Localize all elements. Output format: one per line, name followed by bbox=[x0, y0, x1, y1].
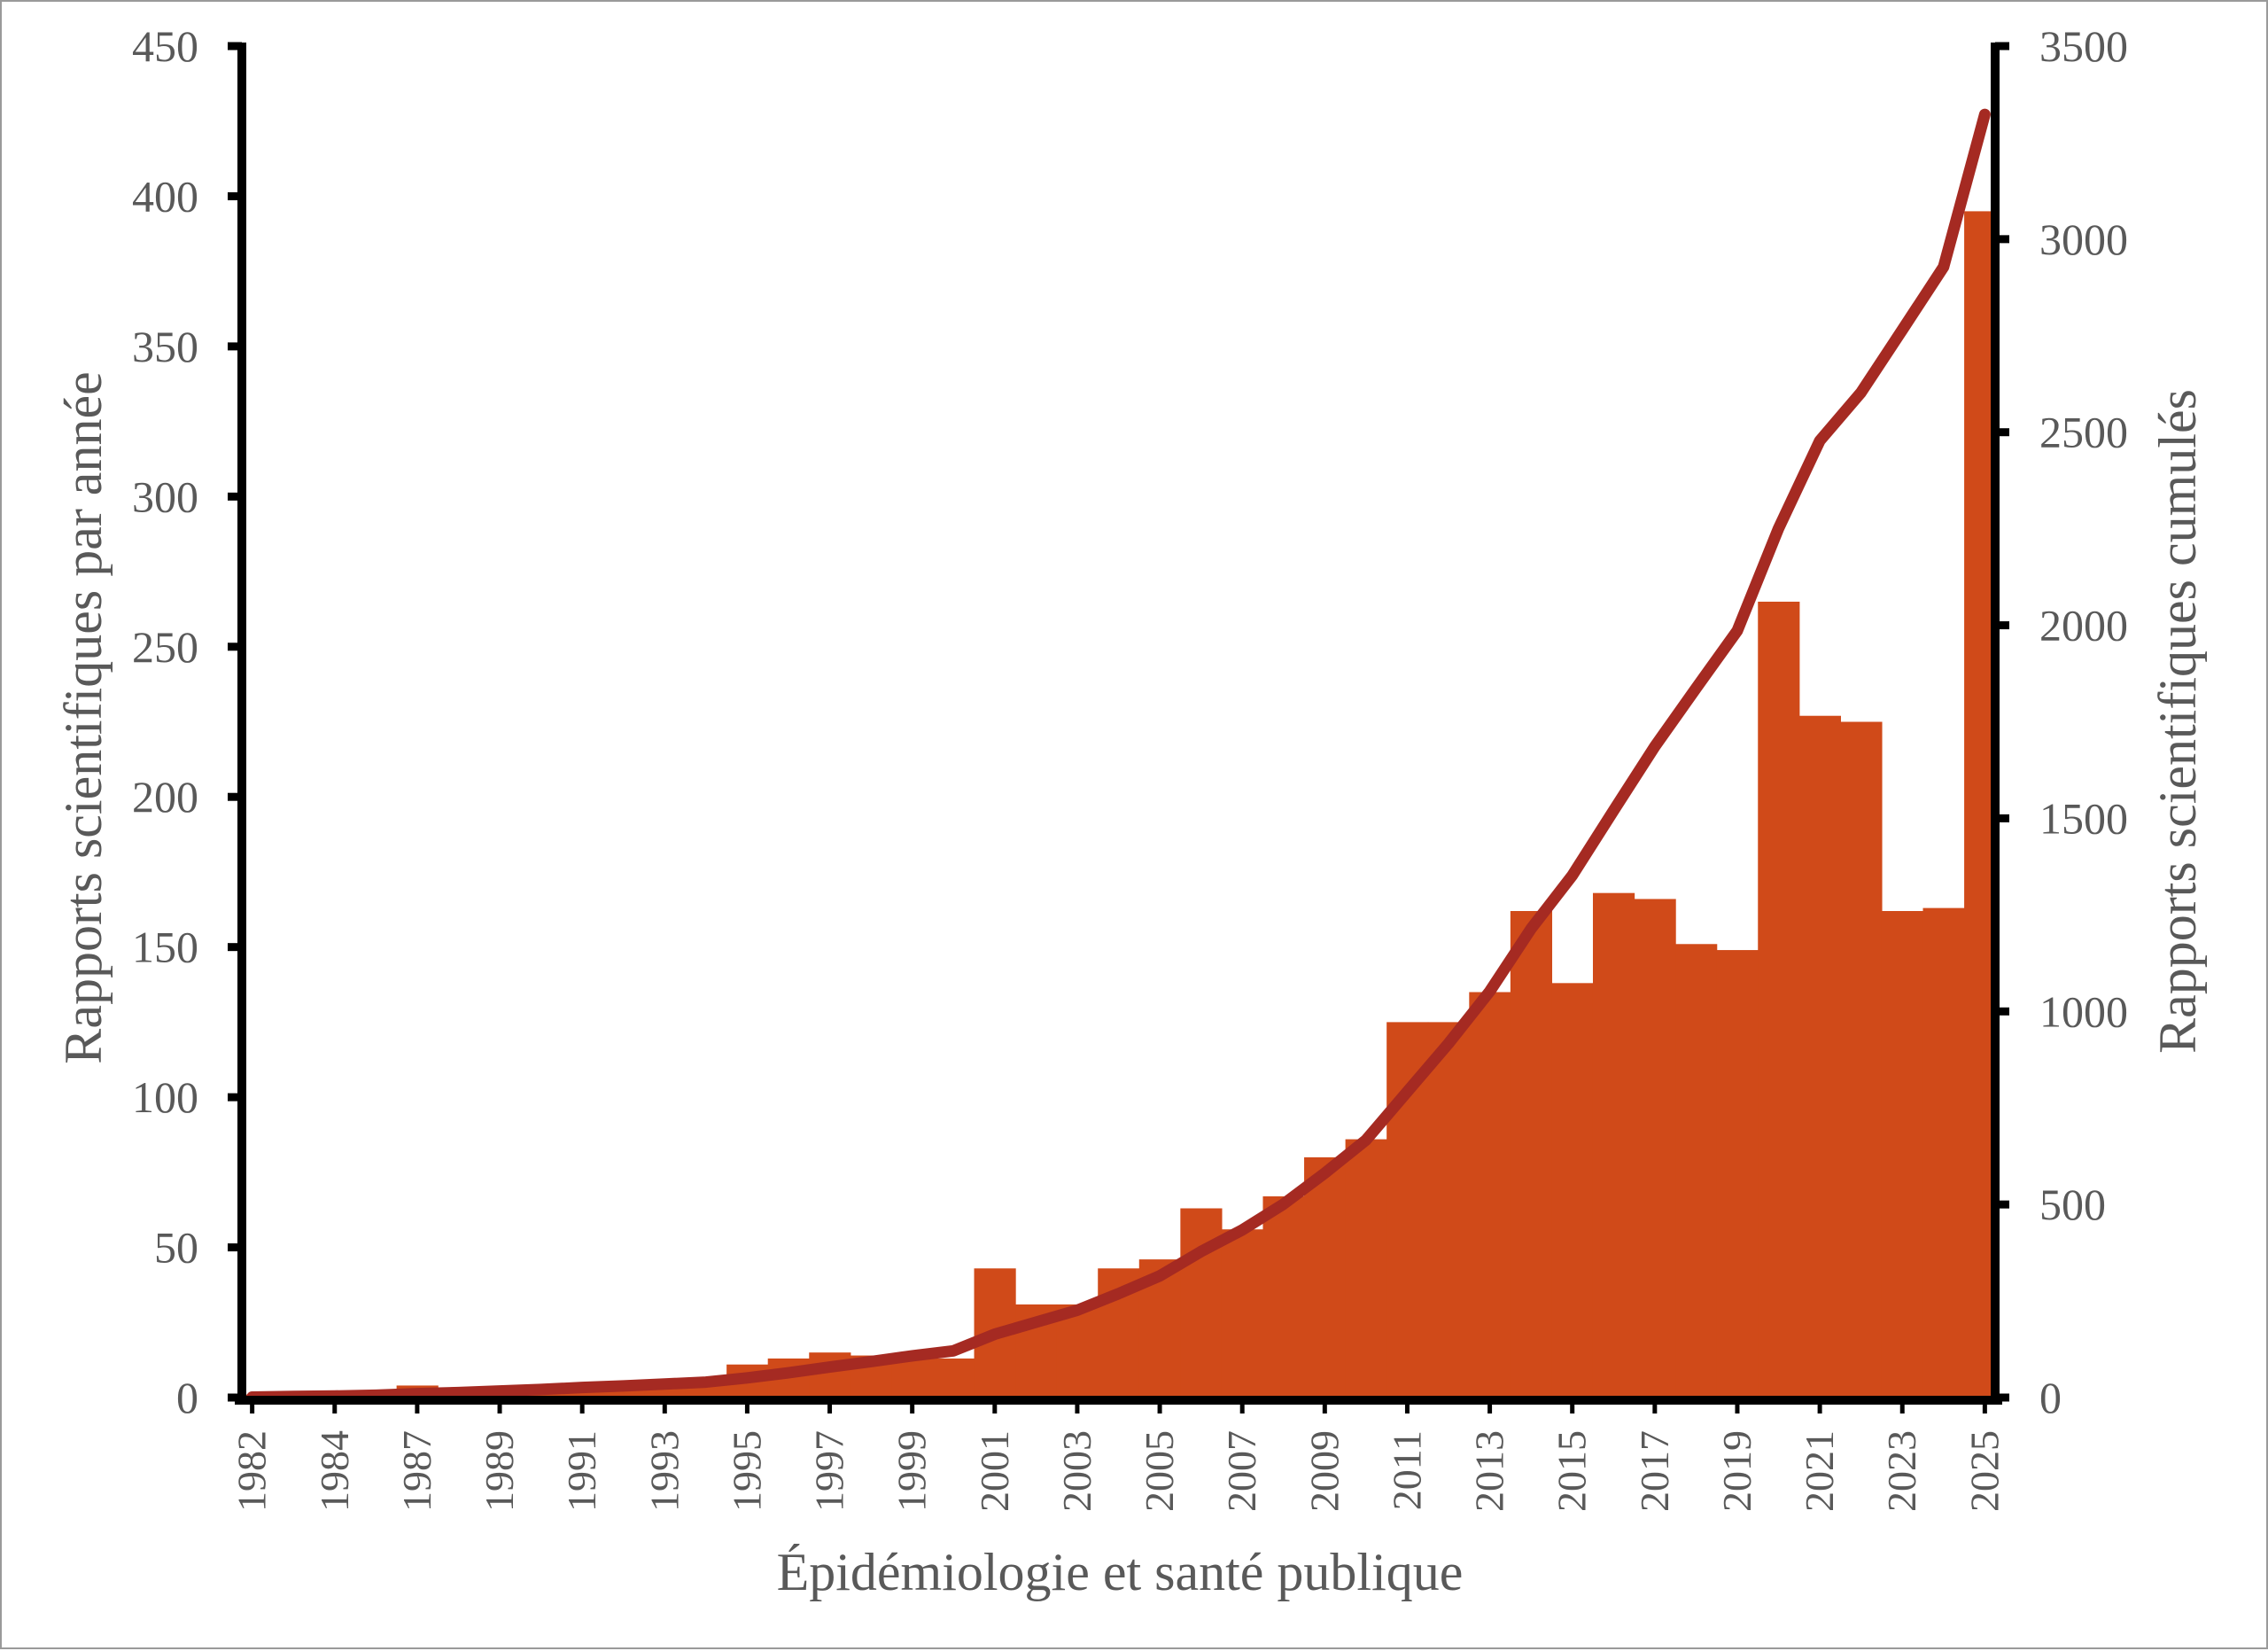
x-tick-label: 1997 bbox=[807, 1430, 852, 1512]
bar-2000 bbox=[932, 1358, 975, 1398]
left-y-tick-label: 450 bbox=[132, 21, 198, 71]
bar-2022 bbox=[1840, 721, 1883, 1398]
bar-2010 bbox=[1345, 1139, 1387, 1398]
left-y-tick-label: 350 bbox=[132, 322, 198, 371]
cumulative-line-series bbox=[246, 108, 1991, 1404]
bar-series bbox=[242, 211, 1996, 1398]
right-y-tick-label: 2500 bbox=[2039, 408, 2128, 457]
right-y-axis-title: Rapports scientifiques cumulés bbox=[2148, 389, 2207, 1054]
bar-2012 bbox=[1427, 1022, 1470, 1398]
x-tick-label: 2019 bbox=[1714, 1430, 1759, 1512]
x-tick-label: 2001 bbox=[972, 1430, 1017, 1512]
left-y-tick-label: 50 bbox=[154, 1223, 198, 1273]
x-tick-label: 2025 bbox=[1961, 1430, 2007, 1512]
bar-2021 bbox=[1798, 715, 1841, 1398]
x-tick-label: 2005 bbox=[1137, 1430, 1182, 1512]
right-y-tick-label: 0 bbox=[2039, 1373, 2062, 1422]
bar-2025 bbox=[1964, 211, 1996, 1398]
bar-2008 bbox=[1262, 1195, 1305, 1398]
left-y-tick-label: 400 bbox=[132, 171, 198, 221]
x-tick-label: 2007 bbox=[1219, 1430, 1264, 1512]
left-y-axis-title: Rapports scientifiques par année bbox=[54, 371, 113, 1063]
left-y-tick-label: 0 bbox=[176, 1373, 198, 1422]
right-y-tick-label: 1000 bbox=[2039, 986, 2128, 1036]
x-tick-label: 2015 bbox=[1550, 1430, 1595, 1512]
axis-labels: Épidémiologie et santé publique Rapports… bbox=[54, 371, 2207, 1601]
x-tick-label: 1991 bbox=[559, 1430, 604, 1512]
axes: 0 50 100 150 200 250 300 350 400 450 0 500 1000 1500 2… bbox=[132, 21, 2128, 1512]
x-tick-label: 2011 bbox=[1384, 1430, 1429, 1510]
left-y-tick-label: 200 bbox=[132, 772, 198, 822]
x-tick-label: 1989 bbox=[477, 1430, 522, 1512]
right-y-tick-label: 1500 bbox=[2039, 793, 2128, 843]
bar-2019 bbox=[1716, 950, 1759, 1398]
x-axis-title: Épidémiologie et santé publique bbox=[777, 1543, 1464, 1601]
left-y-tick-label: 150 bbox=[132, 923, 198, 972]
x-tick-label: 2021 bbox=[1797, 1430, 1842, 1512]
x-tick-label: 1993 bbox=[641, 1430, 687, 1512]
left-y-tick-label: 100 bbox=[132, 1072, 198, 1122]
x-tick-label: 2023 bbox=[1879, 1430, 1924, 1512]
bar-2014 bbox=[1510, 911, 1553, 1398]
bar-2023 bbox=[1881, 911, 1924, 1398]
x-tick-label: 2009 bbox=[1301, 1430, 1347, 1512]
bar-2024 bbox=[1922, 907, 1965, 1398]
left-y-tick-label: 300 bbox=[132, 471, 198, 521]
right-y-tick-label: 3500 bbox=[2039, 21, 2128, 71]
x-tick-label: 1987 bbox=[394, 1430, 439, 1512]
left-y-tick-label: 250 bbox=[132, 622, 198, 672]
right-y-tick-label: 500 bbox=[2039, 1180, 2106, 1229]
x-tick-label: 1982 bbox=[229, 1430, 275, 1512]
bar-2020 bbox=[1758, 601, 1800, 1398]
cumulative-line bbox=[246, 108, 1991, 1404]
bar-2016 bbox=[1592, 892, 1635, 1398]
bar-2009 bbox=[1304, 1156, 1347, 1398]
x-tick-label: 2003 bbox=[1054, 1430, 1099, 1512]
bar-2006 bbox=[1180, 1208, 1223, 1398]
bar-1997 bbox=[809, 1352, 851, 1398]
bar-2007 bbox=[1221, 1229, 1264, 1398]
right-y-tick-label: 2000 bbox=[2039, 601, 2128, 650]
x-tick-label: 1999 bbox=[889, 1430, 935, 1512]
x-tick-label: 2017 bbox=[1632, 1430, 1677, 1512]
bar-2017 bbox=[1634, 899, 1676, 1398]
x-tick-label: 2013 bbox=[1467, 1430, 1512, 1512]
x-tick-label: 1995 bbox=[724, 1430, 769, 1512]
bar-2018 bbox=[1675, 944, 1718, 1398]
bar-2013 bbox=[1469, 992, 1511, 1398]
x-tick-label: 1984 bbox=[312, 1430, 357, 1512]
right-y-tick-label: 3000 bbox=[2039, 214, 2128, 264]
bar-2015 bbox=[1551, 983, 1594, 1398]
